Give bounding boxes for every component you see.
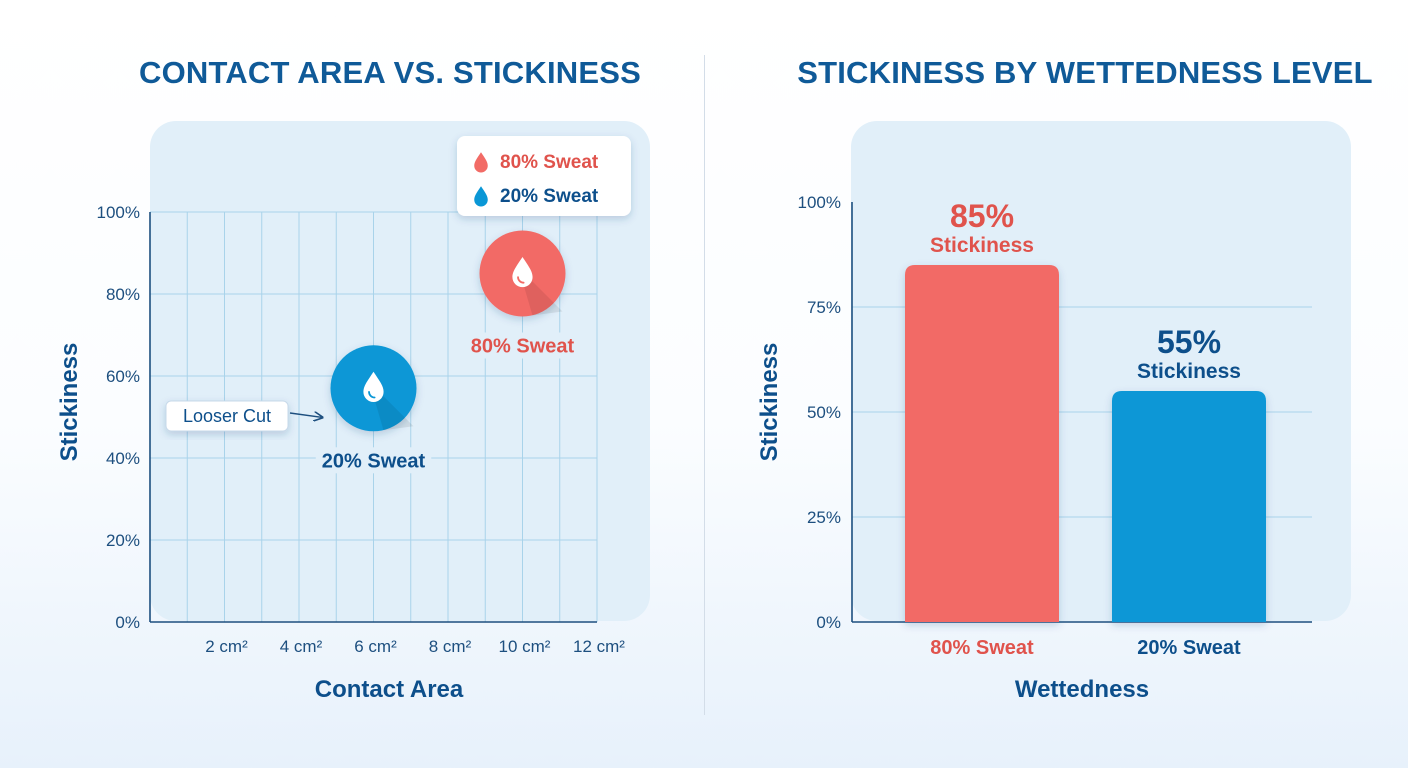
- data-point: [330, 345, 417, 432]
- bar-value-caption: Stickiness: [930, 234, 1034, 257]
- right-chart-title: STICKINESS BY WETTEDNESS LEVEL: [797, 55, 1373, 90]
- bar-2: [1112, 391, 1266, 622]
- droplet-icon: [512, 256, 533, 288]
- x-tick-label: 4 cm²: [280, 637, 323, 656]
- y-tick-label: 0%: [115, 613, 140, 632]
- y-tick-label: 50%: [807, 403, 841, 422]
- x-tick-label: 2 cm²: [205, 637, 248, 656]
- legend-label: 20% Sweat: [500, 186, 599, 207]
- point-label: 80% Sweat: [471, 336, 575, 358]
- bar-1: [905, 265, 1059, 622]
- panel-divider: [704, 55, 705, 715]
- legend: 80% Sweat 20% Sweat: [457, 136, 631, 216]
- y-tick-label: 100%: [97, 203, 140, 222]
- y-tick-label: 40%: [106, 449, 140, 468]
- x-tick-label: 8 cm²: [429, 637, 472, 656]
- x-tick-label: 10 cm²: [499, 637, 551, 656]
- y-tick-label: 60%: [106, 367, 140, 386]
- point-label-bg: [464, 332, 581, 359]
- y-tick-label: 80%: [106, 285, 140, 304]
- scatter-chart: 0% 20% 40% 60% 80% 100% 2 cm² 4 cm² 6 cm² 8 cm² 10…: [56, 121, 650, 703]
- x-tick-label: 12 cm²: [573, 637, 625, 656]
- point-label: 20% Sweat: [322, 450, 426, 472]
- y-tick-label: 25%: [807, 508, 841, 527]
- droplet-icon: [474, 186, 488, 207]
- annotation-looser-cut: Looser Cut: [165, 400, 322, 432]
- bar-value-label: 55%: [1157, 324, 1221, 360]
- annotation-text: Looser Cut: [183, 406, 271, 426]
- legend-label: 80% Sweat: [500, 152, 599, 173]
- annotation-arrow: [289, 413, 322, 417]
- x-tick-label: 6 cm²: [354, 637, 397, 656]
- point-label-bg: [315, 447, 432, 474]
- bar-value-label: 85%: [950, 198, 1014, 234]
- droplet-highlight: [368, 391, 376, 399]
- y-tick-label: 0%: [816, 613, 841, 632]
- x-category-label: 20% Sweat: [1137, 637, 1241, 659]
- y-axis-label: Stickiness: [756, 343, 783, 462]
- y-tick-label: 100%: [798, 193, 841, 212]
- left-chart-title: CONTACT AREA VS. STICKINESS: [138, 55, 641, 90]
- x-axis-label: Contact Area: [315, 676, 464, 703]
- droplet-highlight: [517, 276, 525, 284]
- y-tick-label: 20%: [106, 531, 140, 550]
- data-point: [479, 230, 566, 317]
- legend-box: [457, 136, 631, 216]
- droplet-icon: [363, 371, 384, 402]
- x-axis-label: Wettedness: [1015, 676, 1149, 703]
- y-tick-label: 75%: [807, 298, 841, 317]
- droplet-icon: [474, 152, 488, 173]
- x-category-label: 80% Sweat: [930, 637, 1034, 659]
- annotation-box: [165, 400, 289, 432]
- y-axis-label: Stickiness: [56, 343, 83, 462]
- bar-value-caption: Stickiness: [1137, 360, 1241, 383]
